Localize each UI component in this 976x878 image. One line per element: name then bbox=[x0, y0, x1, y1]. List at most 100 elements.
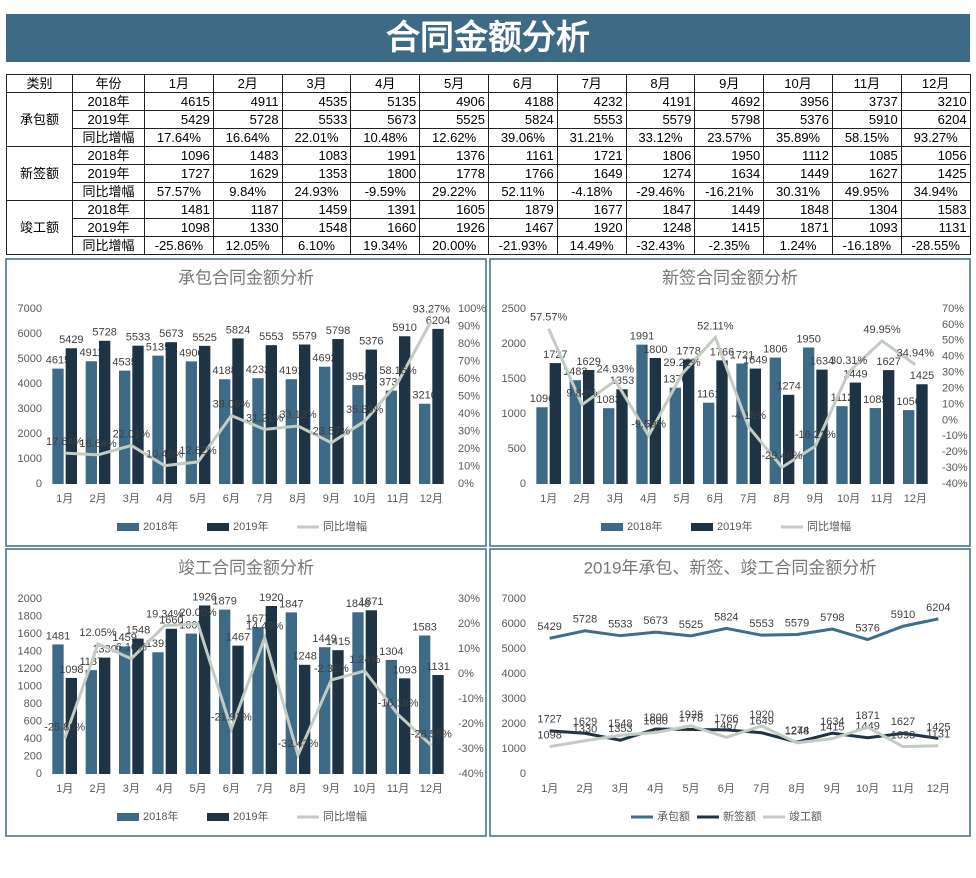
value-cell: 5135 bbox=[350, 92, 421, 111]
legend-label: 2018年 bbox=[143, 809, 178, 823]
bar bbox=[916, 384, 928, 484]
data-label: 1778 bbox=[676, 345, 700, 357]
bar bbox=[85, 361, 97, 484]
data-label: 1634 bbox=[820, 716, 844, 728]
value-cell: 5910 bbox=[831, 110, 902, 129]
header-cell: 10月 bbox=[763, 74, 833, 93]
y-tick-label: -10% bbox=[942, 430, 968, 442]
x-tick-label: 7月 bbox=[256, 783, 273, 795]
y-tick-label: 100% bbox=[458, 303, 486, 315]
bar bbox=[869, 408, 881, 484]
value-cell: 9.84% bbox=[212, 182, 283, 201]
header-cell: 9月 bbox=[694, 74, 765, 93]
data-label: 5673 bbox=[159, 328, 183, 340]
header-row: 类别 年份 1月 2月 3月 4月 5月 6月 7月 8月 9月 10月 11月 12月 bbox=[6, 74, 971, 93]
value-cell: 1161 bbox=[487, 146, 558, 165]
data-label: 5798 bbox=[326, 325, 350, 337]
y-tick-label: 20% bbox=[458, 443, 480, 455]
data-label: 12.62% bbox=[179, 445, 217, 457]
legend-swatch bbox=[691, 523, 713, 531]
value-cell: 16.64% bbox=[212, 128, 283, 147]
x-tick-label: 7月 bbox=[256, 493, 273, 505]
value-cell: 1847 bbox=[625, 200, 696, 219]
value-cell: 12.05% bbox=[212, 236, 283, 255]
data-label: 57.57% bbox=[530, 312, 568, 324]
data-label: 6.10% bbox=[116, 642, 147, 654]
data-label: 1425 bbox=[910, 370, 934, 382]
x-tick-label: 4月 bbox=[156, 783, 173, 795]
bar bbox=[432, 328, 444, 484]
bar bbox=[636, 344, 648, 484]
data-label: 20.00% bbox=[179, 607, 217, 619]
data-label: 1131 bbox=[426, 661, 450, 673]
data-label: -25.86% bbox=[44, 722, 85, 734]
y-tick-label: 400 bbox=[24, 733, 42, 745]
legend-swatch bbox=[117, 813, 139, 821]
x-tick-label: 2月 bbox=[576, 783, 593, 795]
bar bbox=[536, 407, 548, 484]
x-tick-label: 12月 bbox=[420, 783, 443, 795]
data-label: 1634 bbox=[810, 356, 834, 368]
value-cell: 6204 bbox=[900, 110, 971, 129]
data-label: 5824 bbox=[714, 611, 738, 623]
bar bbox=[616, 389, 628, 484]
value-cell: 1187 bbox=[212, 200, 283, 219]
bar bbox=[569, 380, 581, 484]
value-cell: 1449 bbox=[763, 164, 833, 183]
data-label: -16.18% bbox=[378, 697, 419, 709]
data-label: -28.55% bbox=[411, 728, 452, 740]
data-label: 1353 bbox=[608, 723, 632, 735]
data-label: 1085 bbox=[863, 394, 887, 406]
value-cell: 5728 bbox=[212, 110, 283, 129]
bar bbox=[365, 349, 377, 484]
year-cell: 2019年 bbox=[72, 164, 145, 183]
data-label: 1800 bbox=[643, 344, 667, 356]
value-cell: 1848 bbox=[763, 200, 833, 219]
data-label: 1083 bbox=[596, 394, 620, 406]
data-label: 1093 bbox=[392, 664, 416, 676]
legend-swatch bbox=[207, 523, 229, 531]
bar bbox=[299, 664, 311, 774]
data-label: 4188 bbox=[212, 365, 236, 377]
data-label: 29.22% bbox=[663, 357, 701, 369]
bar bbox=[165, 342, 177, 484]
value-cell: 57.57% bbox=[144, 182, 214, 201]
y-tick-label: -40% bbox=[942, 478, 968, 490]
year-cell: 2018年 bbox=[72, 200, 145, 219]
value-cell: -28.55% bbox=[900, 236, 971, 255]
data-table: 类别 年份 1月 2月 3月 4月 5月 6月 7月 8月 9月 10月 11月 12月 承包额 2018年 4… bbox=[6, 74, 971, 255]
bar bbox=[385, 659, 397, 774]
bar bbox=[265, 606, 277, 774]
data-label: 1467 bbox=[226, 632, 250, 644]
value-cell: 49.95% bbox=[831, 182, 902, 201]
x-tick-label: 5月 bbox=[673, 493, 690, 505]
data-label: 3210 bbox=[412, 390, 436, 402]
value-cell: 4188 bbox=[487, 92, 558, 111]
y-tick-label: 30% bbox=[458, 593, 480, 605]
data-label: 1449 bbox=[312, 633, 336, 645]
line bbox=[549, 724, 939, 749]
value-cell: 1096 bbox=[144, 146, 214, 165]
x-tick-label: 2月 bbox=[573, 493, 590, 505]
category-cell: 竣工额 bbox=[6, 200, 73, 255]
data-label: 93.27% bbox=[413, 304, 451, 316]
value-cell: 1800 bbox=[350, 164, 421, 183]
bar bbox=[332, 650, 344, 774]
table-row: 2019年 1727 1629 1353 1800 1778 1766 1649 1274 163… bbox=[7, 164, 971, 183]
value-cell: 1926 bbox=[419, 218, 489, 237]
value-cell: 1920 bbox=[556, 218, 627, 237]
value-cell: 1083 bbox=[281, 146, 352, 165]
y-tick-label: 1800 bbox=[18, 610, 42, 622]
data-label: 16.64% bbox=[79, 438, 117, 450]
y-tick-label: -40% bbox=[458, 768, 484, 780]
bar bbox=[152, 355, 164, 484]
data-label: 5673 bbox=[643, 615, 667, 627]
data-label: 1093 bbox=[891, 730, 915, 742]
data-label: 1.24% bbox=[349, 654, 380, 666]
data-label: 4615 bbox=[46, 355, 70, 367]
header-cell: 8月 bbox=[625, 74, 696, 93]
x-tick-label: 10月 bbox=[353, 493, 376, 505]
x-tick-label: 4月 bbox=[156, 493, 173, 505]
value-cell: 1548 bbox=[281, 218, 352, 237]
bar bbox=[232, 338, 244, 484]
